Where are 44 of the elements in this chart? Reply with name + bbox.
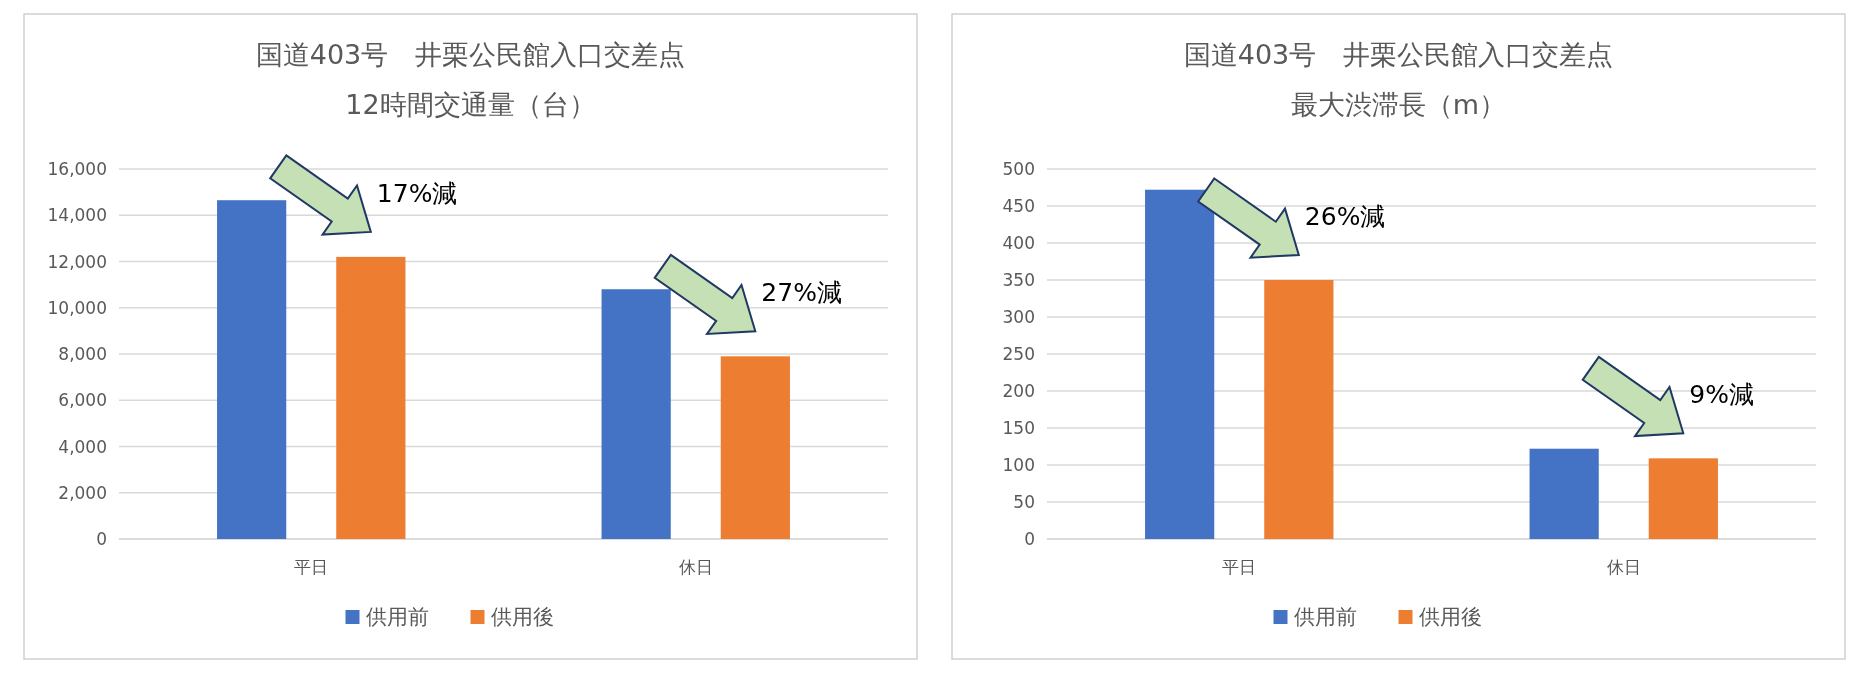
x-tick-label: 平日 — [294, 557, 329, 577]
y-tick-label: 14,000 — [47, 205, 107, 226]
bar — [1264, 280, 1334, 539]
y-tick-label: 350 — [1002, 270, 1035, 290]
bar — [601, 289, 671, 539]
y-tick-label: 2,000 — [58, 482, 107, 503]
chart-subtitle: 最大渋滞長（m） — [1290, 89, 1507, 120]
chart-title: 国道403号 井栗公民館入口交差点 — [255, 39, 686, 70]
y-tick-label: 100 — [1002, 455, 1035, 475]
bar — [1648, 458, 1718, 539]
y-tick-label: 250 — [1002, 344, 1035, 364]
bar — [1529, 448, 1599, 539]
y-tick-label: 300 — [1002, 307, 1035, 327]
y-tick-label: 450 — [1002, 196, 1035, 216]
y-tick-label: 6,000 — [58, 390, 107, 411]
y-tick-label: 12,000 — [47, 251, 107, 272]
legend-label: 供用前 — [365, 605, 429, 629]
annotation: 9%減 — [1689, 380, 1755, 410]
chart-subtitle: 12時間交通量（台） — [345, 89, 596, 120]
y-tick-label: 150 — [1002, 418, 1035, 438]
y-tick-label: 8,000 — [58, 344, 107, 364]
y-tick-label: 16,000 — [47, 159, 107, 179]
annotation: 26%減 — [1304, 202, 1386, 231]
y-tick-label: 4,000 — [58, 436, 107, 457]
legend-label: 供用前 — [1293, 605, 1357, 629]
legend-label: 供用後 — [490, 605, 554, 629]
y-tick-label: 50 — [1013, 492, 1035, 512]
annotation: 27%減 — [761, 278, 842, 308]
x-tick-label: 平日 — [1222, 557, 1257, 577]
y-tick-label: 200 — [1002, 381, 1035, 401]
bar — [217, 200, 287, 539]
y-tick-label: 0 — [1024, 529, 1035, 549]
x-tick-label: 休日 — [678, 557, 713, 577]
bar — [720, 356, 790, 539]
x-tick-label: 休日 — [1606, 557, 1641, 577]
legend-label: 供用後 — [1418, 605, 1482, 629]
y-tick-label: 400 — [1002, 233, 1035, 253]
annotation: 17%減 — [376, 178, 458, 208]
y-tick-label: 500 — [1002, 159, 1035, 179]
bar — [1145, 189, 1215, 539]
bar — [336, 256, 406, 539]
y-tick-label: 0 — [96, 529, 107, 549]
y-tick-label: 10,000 — [47, 297, 107, 318]
chart-title: 国道403号 井栗公民館入口交差点 — [1183, 39, 1614, 70]
